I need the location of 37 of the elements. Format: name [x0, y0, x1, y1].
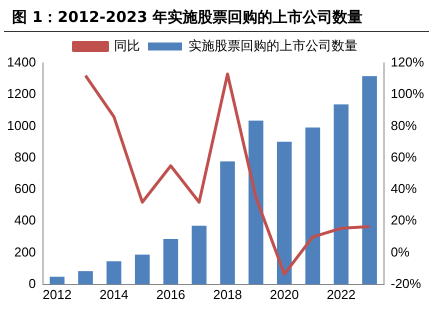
- x-tick-label: 2020: [270, 286, 299, 302]
- chart-title: 图 1：2012-2023 年实施股票回购的上市公司数量: [4, 0, 429, 32]
- legend-label: 实施股票回购的上市公司数量: [188, 38, 358, 54]
- legend-label: 同比: [114, 38, 140, 54]
- bar: [276, 142, 292, 284]
- bar: [106, 261, 122, 284]
- y2-tick-label: 60%: [390, 149, 418, 164]
- bar: [192, 226, 207, 284]
- bar: [248, 120, 264, 284]
- bar: [305, 128, 320, 284]
- bar: [362, 76, 377, 284]
- bar: [134, 254, 150, 284]
- y-tick-label: 1400: [7, 54, 36, 70]
- y2-tick-label: 100%: [390, 86, 424, 102]
- y2-tick-label: -20%: [390, 276, 422, 291]
- y-tick-label: 400: [14, 212, 36, 228]
- x-tick-label: 2012: [42, 286, 72, 302]
- bar: [78, 271, 93, 284]
- bar: [163, 239, 178, 284]
- y2-tick-label: 80%: [390, 118, 418, 133]
- y-tick-label: 600: [14, 181, 36, 196]
- bar: [220, 161, 235, 284]
- y-tick-label: 1000: [7, 118, 36, 133]
- bar: [50, 276, 65, 284]
- y-tick-label: 1200: [7, 86, 36, 102]
- x-tick-label: 2022: [326, 286, 356, 302]
- bar: [334, 104, 349, 284]
- y2-tick-label: 20%: [390, 212, 418, 228]
- x-tick-label: 2016: [156, 286, 186, 302]
- y-tick-label: 0: [28, 276, 36, 291]
- y-tick-label: 200: [14, 244, 36, 260]
- x-tick-label: 2014: [99, 286, 128, 302]
- y2-tick-label: 120%: [390, 54, 424, 70]
- x-tick-label: 2018: [213, 286, 242, 302]
- y2-tick-label: 0%: [390, 244, 410, 260]
- y-tick-label: 800: [14, 149, 36, 164]
- y2-tick-label: 40%: [390, 181, 418, 196]
